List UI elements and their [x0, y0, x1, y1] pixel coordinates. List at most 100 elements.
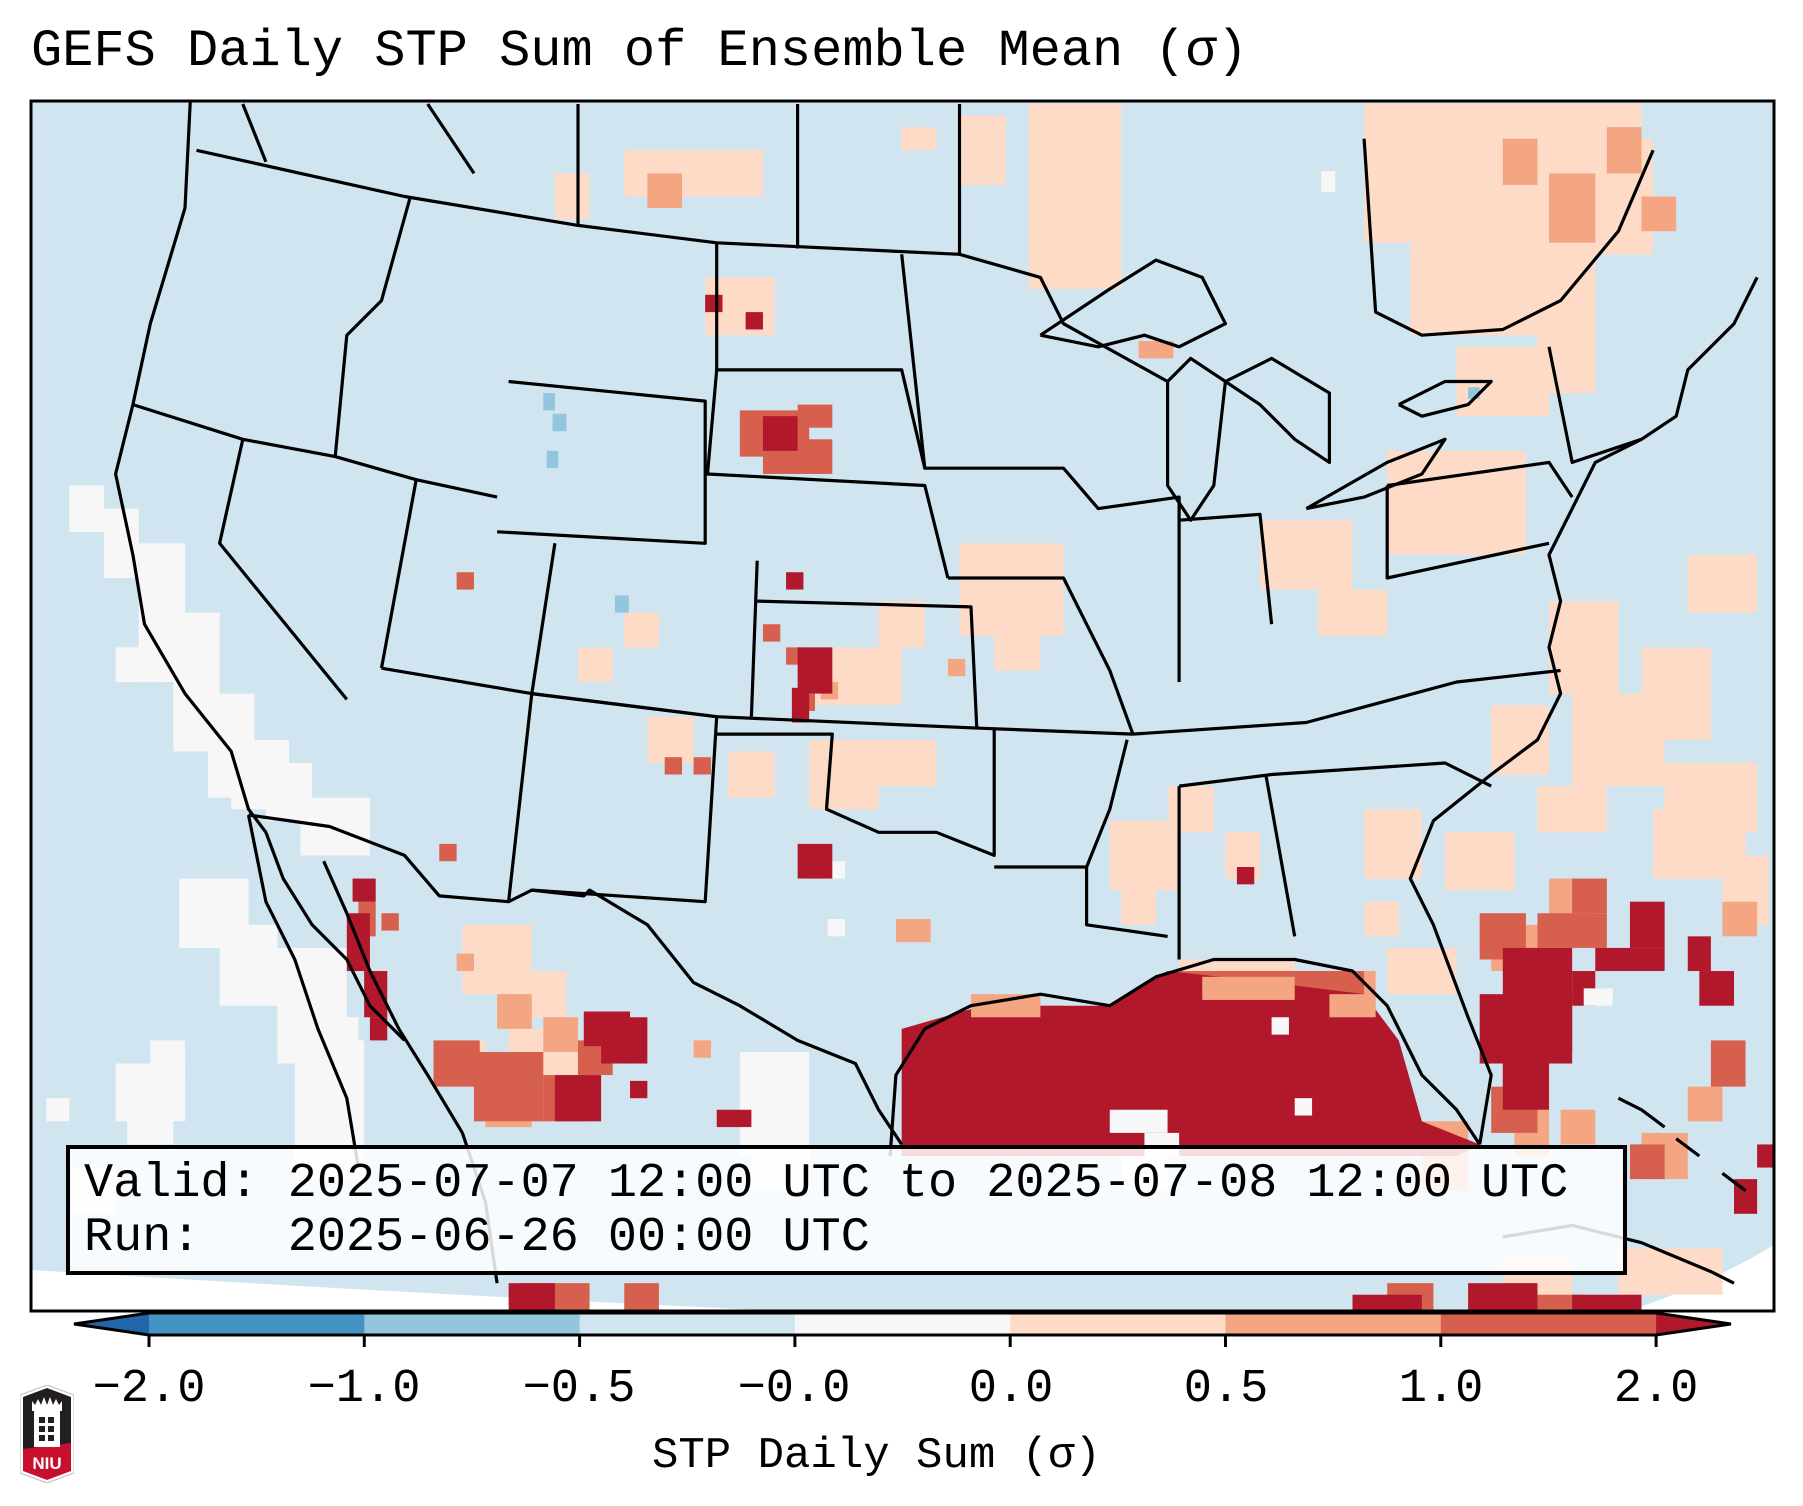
- colorbar-bin: [149, 1313, 365, 1335]
- grid-cell: [762, 416, 798, 451]
- grid-cell: [1468, 1283, 1538, 1311]
- grid-cell: [381, 913, 399, 931]
- grid-cell: [1583, 988, 1602, 1006]
- grid-cell: [1699, 971, 1734, 1006]
- grid-cell: [554, 173, 590, 220]
- grid-cell: [1710, 1040, 1746, 1087]
- grid-cell: [797, 404, 833, 428]
- grid-cell: [433, 1040, 480, 1087]
- logo-text: NIU: [32, 1454, 61, 1473]
- grid-cell: [895, 919, 931, 943]
- border-line: [900, 254, 1181, 682]
- colorbar-extend-high: [1656, 1313, 1731, 1335]
- grid-cell: [1560, 1109, 1596, 1145]
- grid-cell: [947, 658, 966, 677]
- grid-cell: [959, 115, 1006, 185]
- grid-cell: [786, 572, 804, 590]
- grid-cell: [1364, 901, 1399, 937]
- colorbar-label: STP Daily Sum (σ): [652, 1431, 1101, 1481]
- grid-cell: [1687, 1086, 1723, 1122]
- grid-cell: [693, 757, 711, 775]
- domain-edge-left: [31, 1270, 784, 1311]
- island-outline: [1675, 1137, 1701, 1158]
- grid-cell: [473, 1051, 544, 1122]
- border-line: [246, 814, 360, 1168]
- grid-cell: [664, 757, 683, 775]
- border-line: [716, 728, 996, 857]
- border-line: [196, 148, 1169, 383]
- island-outline: [1617, 1096, 1666, 1129]
- grid-cell: [1687, 936, 1711, 972]
- colorbar: [73, 1311, 1732, 1347]
- grid-cell: [809, 861, 827, 879]
- border-line: [1385, 485, 1550, 580]
- border-line: [757, 599, 979, 729]
- border-line: [114, 101, 406, 1042]
- grid-cell: [745, 312, 763, 330]
- colorbar-tick-label: −1.0: [307, 1363, 421, 1416]
- grid-cell: [630, 1080, 648, 1099]
- border-line: [994, 739, 1129, 869]
- grid-cell: [1537, 913, 1607, 948]
- grid-cell: [614, 595, 629, 613]
- grid-cell: [352, 878, 376, 902]
- lake-outline: [1398, 379, 1493, 418]
- grid-cell: [693, 1040, 711, 1058]
- grid-cell: [497, 994, 532, 1029]
- colorbar-bin: [1225, 1313, 1442, 1335]
- grid-cell: [1317, 589, 1388, 636]
- grid-cell: [1028, 104, 1122, 289]
- border-line: [715, 242, 927, 469]
- grid-cell: [456, 953, 474, 972]
- grid-cell: [728, 751, 775, 798]
- grid-cell: [797, 647, 833, 694]
- island-outline: [1721, 1172, 1747, 1192]
- grid-cell: [1606, 127, 1642, 174]
- map-plot-area: [31, 101, 1774, 1311]
- grid-cell: [1364, 809, 1422, 879]
- grid-cell: [994, 601, 1041, 671]
- grid-cell: [69, 485, 105, 532]
- grid-cell: [1121, 878, 1156, 925]
- grid-cell: [705, 294, 723, 313]
- colorbar-bin: [1010, 1313, 1227, 1335]
- border-line: [705, 369, 950, 579]
- grid-cell: [601, 1040, 636, 1064]
- grid-cell: [624, 612, 659, 648]
- grid-cell: [1271, 1017, 1289, 1035]
- run-time-text: Run: 2025-06-26 00:00 UTC: [84, 1210, 870, 1265]
- border-line: [947, 576, 1135, 735]
- grid-cell: [1502, 1040, 1550, 1110]
- border-line: [333, 196, 412, 457]
- border-line: [1085, 867, 1168, 938]
- grid-cell: [971, 994, 1041, 1018]
- grid-cell: [439, 843, 457, 862]
- grid-cell: [1502, 138, 1538, 185]
- border-line: [1408, 276, 1759, 1145]
- grid-cell: [1572, 878, 1607, 914]
- grid-cell: [1236, 867, 1255, 885]
- border-line: [218, 438, 349, 701]
- grid-cell: [1445, 832, 1515, 891]
- colorbar-tick-label: 2.0: [1613, 1363, 1699, 1416]
- grid-cell: [809, 739, 879, 810]
- border-line: [1178, 512, 1274, 625]
- valid-run-info-box: Valid: 2025-07-07 12:00 UTC to 2025-07-0…: [66, 1145, 1627, 1275]
- grid-cell: [1722, 901, 1758, 937]
- border-line: [1386, 460, 1574, 498]
- grid-cell: [1537, 1294, 1584, 1311]
- valid-time-text: Valid: 2025-07-07 12:00 UTC to 2025-07-0…: [84, 1156, 1569, 1211]
- grid-cell: [300, 797, 370, 856]
- lake-outline: [1224, 356, 1331, 464]
- grid-cell: [1537, 786, 1607, 833]
- border-line: [1264, 774, 1297, 937]
- grid-cell: [1138, 341, 1174, 359]
- grid-cell: [1629, 901, 1665, 948]
- grid-cell: [1329, 994, 1376, 1018]
- grid-cell: [827, 919, 846, 937]
- grid-cell: [578, 647, 613, 683]
- grid-cell: [647, 716, 694, 763]
- grid-cell: [543, 1017, 578, 1052]
- border-line: [426, 103, 476, 175]
